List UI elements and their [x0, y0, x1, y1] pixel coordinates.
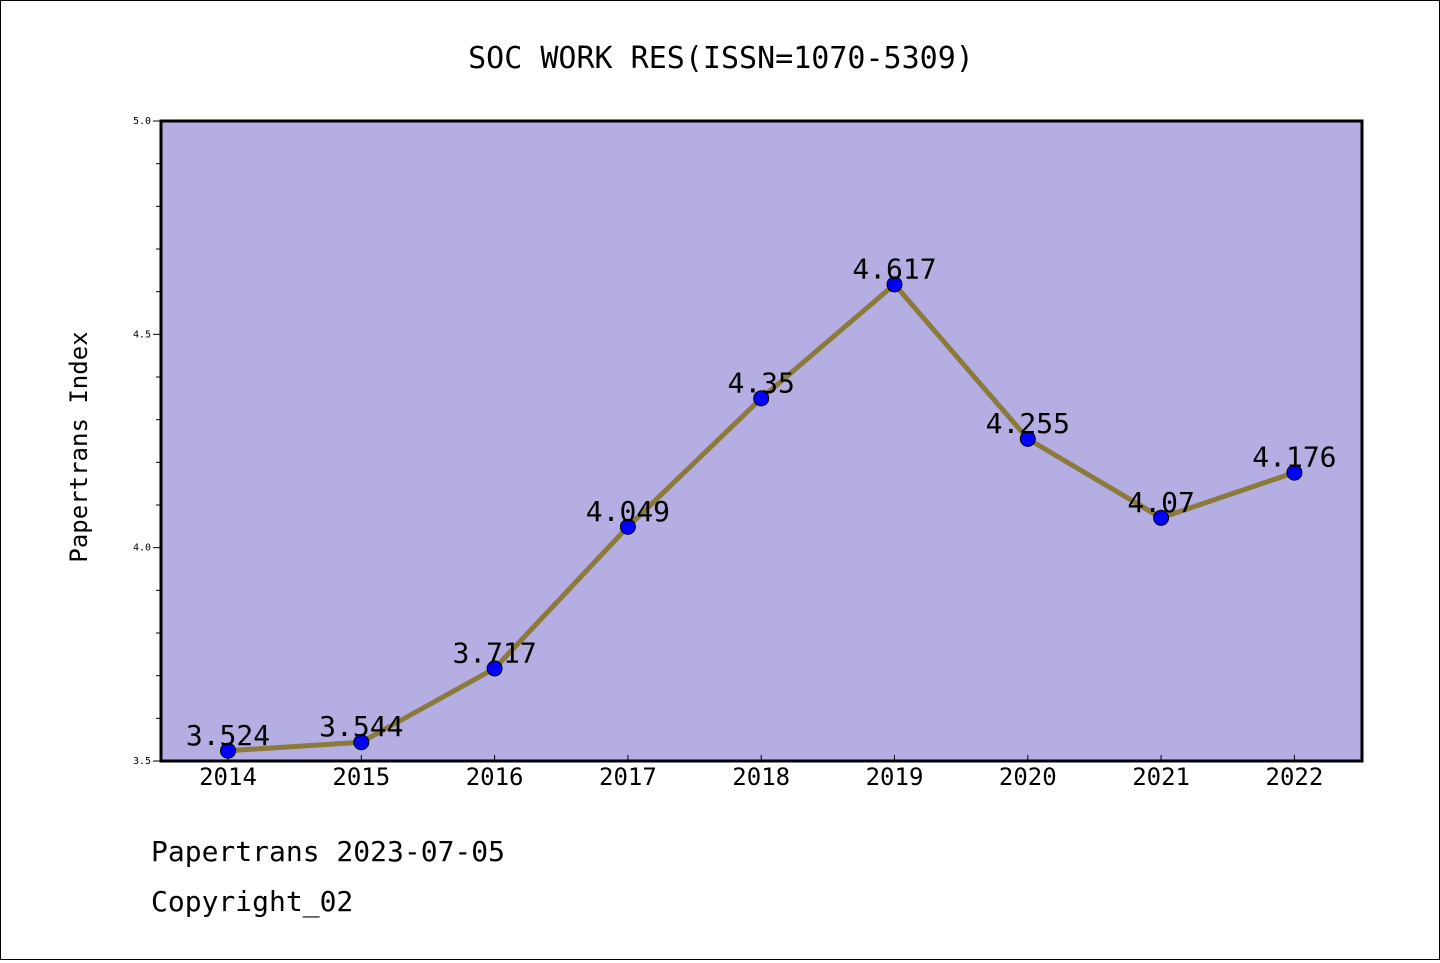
- data-point: [753, 390, 770, 407]
- y-tick-label: 4.5: [133, 329, 151, 340]
- data-point: [886, 276, 903, 293]
- data-point: [1153, 509, 1170, 526]
- chart-title: SOC WORK RES(ISSN=1070-5309): [468, 41, 974, 76]
- x-tick-label: 2018: [732, 763, 790, 791]
- data-point: [220, 742, 236, 759]
- x-tick-label: 2020: [999, 763, 1057, 791]
- data-point: [1019, 430, 1036, 447]
- y-axis: 3.5 4.0 4.5 5.0: [133, 116, 161, 767]
- data-label: 3.717: [452, 636, 536, 669]
- y-tick-label: 3.5: [133, 756, 151, 767]
- y-tick-label: 4.0: [133, 543, 151, 554]
- x-tick-label: 2021: [1132, 763, 1190, 791]
- series-papertrans-index: [220, 276, 1303, 759]
- plot-area: [159, 119, 1364, 763]
- y-tick-label: 5.0: [133, 116, 151, 127]
- data-label: 4.35: [727, 366, 794, 399]
- y-axis-label: Papertrans Index: [65, 331, 93, 562]
- x-tick-label: 2016: [466, 763, 524, 791]
- x-tick-label: 2019: [866, 763, 924, 791]
- x-tick-label: 2017: [599, 763, 657, 791]
- data-label: 4.617: [852, 252, 936, 285]
- data-label: 4.049: [586, 495, 670, 528]
- data-point: [353, 734, 370, 751]
- data-label: 4.255: [986, 407, 1070, 440]
- footer-copyright: Copyright_02: [151, 885, 354, 918]
- data-label: 3.524: [186, 719, 270, 752]
- footer-date: Papertrans 2023-07-05: [151, 835, 506, 868]
- x-axis: 2014 2015 2016 2017 2018 2019 2020 2021 2022: [199, 755, 1323, 791]
- data-point: [486, 660, 503, 677]
- data-labels: 3.524 3.544 3.717 4.049 4.35 4.617 4.255 4.07 4.…: [186, 252, 1337, 751]
- data-point: [619, 518, 636, 535]
- x-tick-label: 2015: [332, 763, 390, 791]
- data-label: 4.176: [1252, 441, 1336, 474]
- x-tick-label: 2022: [1266, 763, 1324, 791]
- data-label: 4.07: [1127, 486, 1194, 519]
- x-tick-label: 2014: [199, 763, 257, 791]
- data-label: 3.544: [319, 710, 403, 743]
- data-point: [1286, 464, 1303, 481]
